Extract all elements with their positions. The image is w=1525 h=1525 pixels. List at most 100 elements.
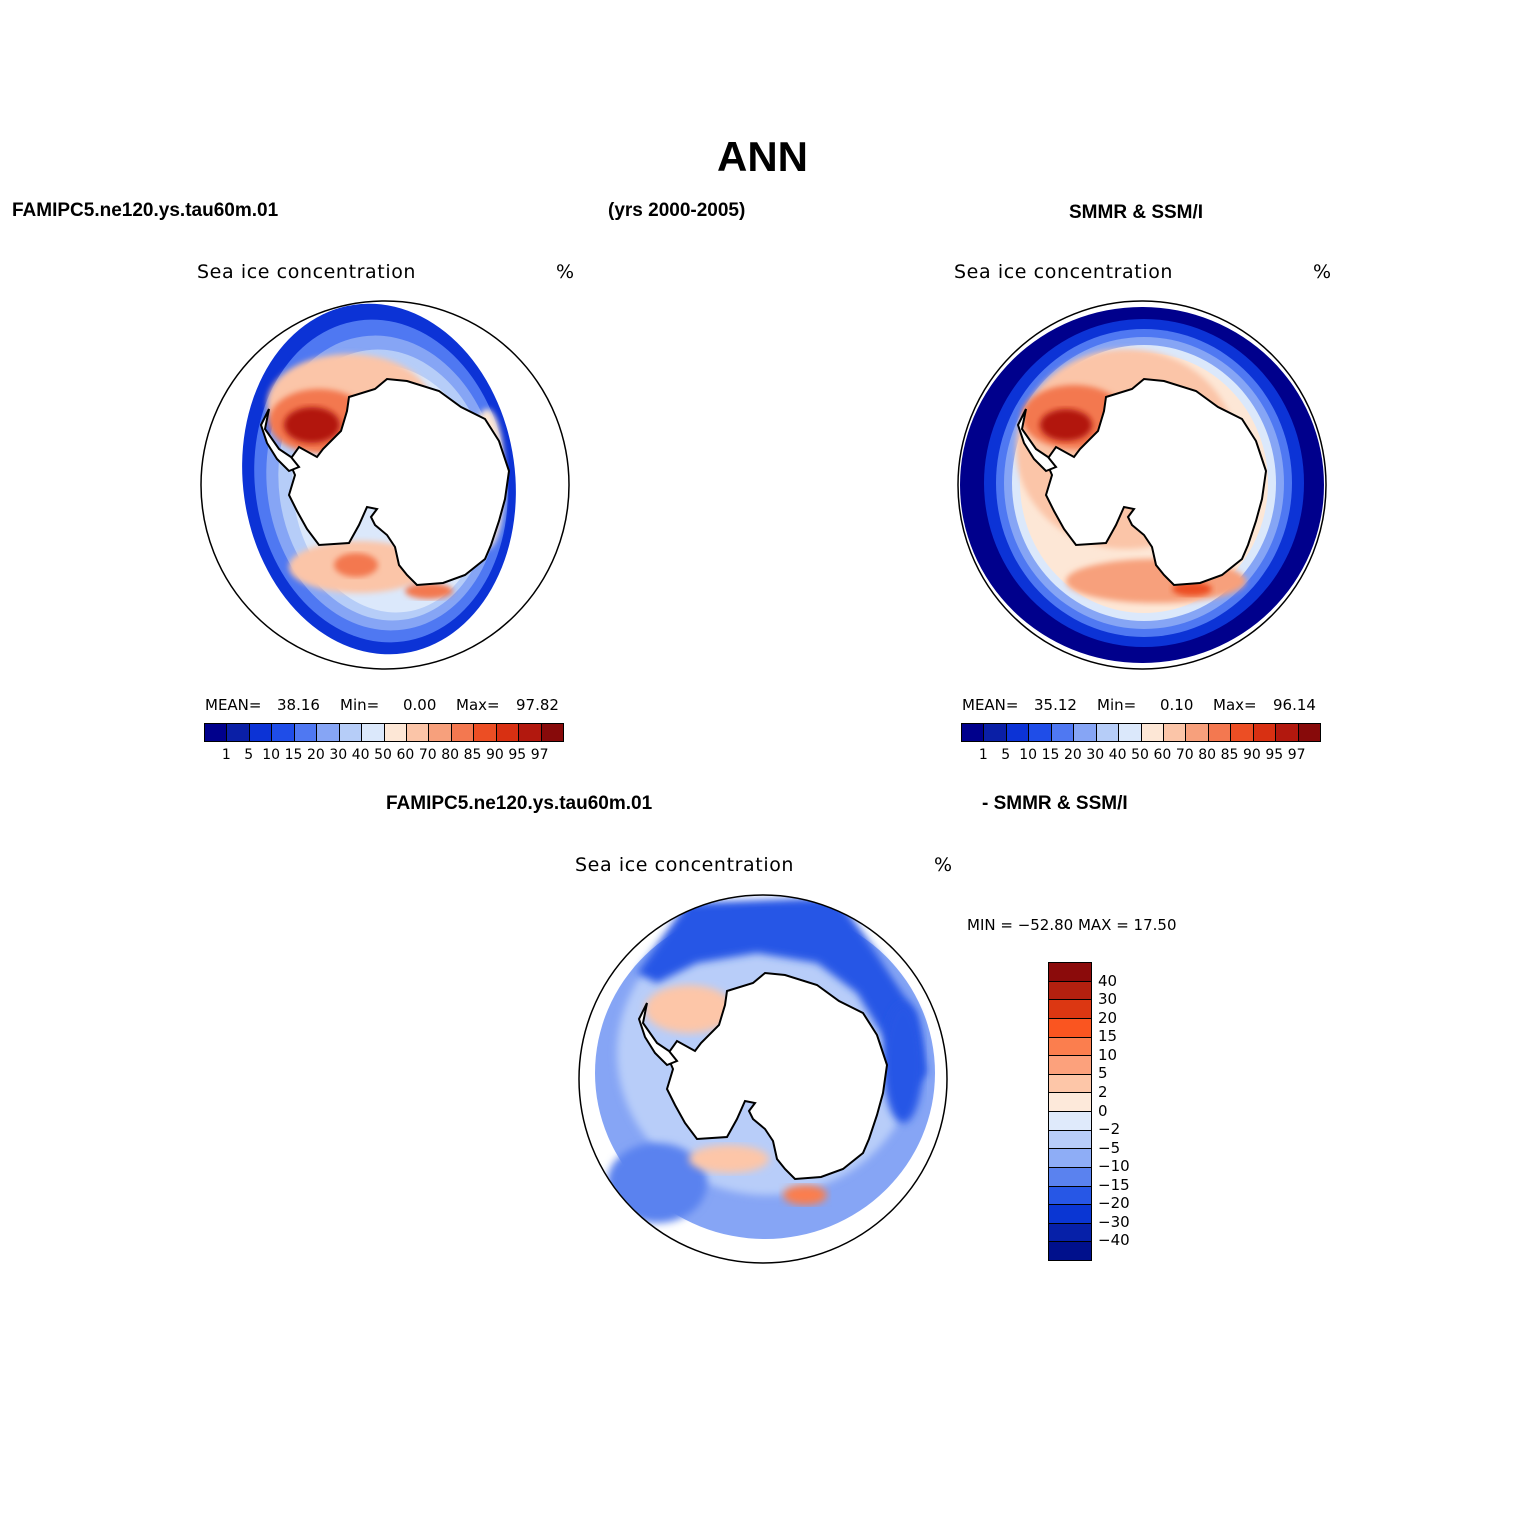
antarctic-peninsula xyxy=(259,408,301,473)
colorbar-tick-label: 95 xyxy=(1265,747,1284,763)
ross-max xyxy=(334,553,378,577)
model-mean-label: MEAN= xyxy=(205,696,262,714)
diff-negative-east xyxy=(883,1003,923,1123)
colorbar-tick-label: 50 xyxy=(374,747,392,763)
colorbar-swatch xyxy=(474,724,497,741)
panel-model-title: Sea ice concentration xyxy=(197,261,417,283)
colorbar-swatch xyxy=(1049,1167,1091,1187)
diff-negative-north xyxy=(637,897,927,1093)
colorbar-tick-label: 85 xyxy=(463,747,482,763)
colorbar-tick-label: 90 xyxy=(1242,747,1261,763)
colorbar-tick-label: 30 xyxy=(1098,990,1118,1009)
colorbar-tick-label: 40 xyxy=(351,747,370,763)
colorbar-swatch xyxy=(1276,724,1299,741)
colorbar-swatch xyxy=(541,724,563,741)
colorbar-swatch xyxy=(227,724,250,741)
antarctic-peninsula xyxy=(637,1002,679,1067)
colorbar-tick-label: 20 xyxy=(1098,1008,1118,1027)
obs-max-value: 96.14 xyxy=(1273,696,1316,714)
colorbar-swatch xyxy=(1049,1000,1091,1019)
colorbar-tick-label: 30 xyxy=(1086,747,1105,763)
model-max-value: 97.82 xyxy=(516,696,559,714)
colorbar-tick-label: 5 xyxy=(244,747,254,763)
model-sea-ice-map xyxy=(200,300,570,670)
colorbar-swatch xyxy=(1049,1242,1091,1260)
obs-min-label: Min= xyxy=(1097,696,1137,714)
colorbar-swatch xyxy=(249,724,273,741)
obs-sea-ice-map xyxy=(957,300,1327,670)
colorbar-tick-label: 90 xyxy=(485,747,504,763)
colorbar-swatch xyxy=(1049,1093,1091,1112)
map-boundary xyxy=(957,300,1327,670)
colorbar-swatch xyxy=(272,724,295,741)
colorbar-swatch xyxy=(1006,724,1030,741)
colorbar-tick-label: 2 xyxy=(1098,1082,1108,1101)
colorbar-swatch xyxy=(962,724,985,741)
colorbar-swatch xyxy=(429,724,452,741)
diff-header-model: FAMIPC5.ne120.ys.tau60m.01 xyxy=(386,793,653,814)
colorbar-tick-label: 70 xyxy=(1175,747,1194,763)
weddell-max xyxy=(284,407,340,443)
colorbar-tick-label: −40 xyxy=(1098,1231,1130,1250)
colorbar-tick-label: 85 xyxy=(1220,747,1239,763)
colorbar-swatch xyxy=(984,724,1007,741)
colorbar-tick-label: 5 xyxy=(1001,747,1011,763)
obs-mean-value: 35.12 xyxy=(1034,696,1077,714)
colorbar-tick-label: 40 xyxy=(1108,747,1127,763)
colorbar-swatch xyxy=(1163,724,1187,741)
colorbar-swatch xyxy=(1049,1223,1091,1243)
map-boundary xyxy=(578,894,948,1264)
diff-positive-weddell xyxy=(645,985,733,1033)
colorbar-tick-label: −15 xyxy=(1098,1175,1130,1194)
colorbar-tick-label: 60 xyxy=(396,747,415,763)
colorbar-tick-label: 15 xyxy=(1041,747,1060,763)
colorbar-tick-label: 40 xyxy=(1098,971,1118,990)
colorbar-swatch xyxy=(362,724,385,741)
colorbar-swatch xyxy=(1208,724,1232,741)
header-obs-name: SMMR & SSM/I xyxy=(1069,202,1204,223)
colorbar-tick-label: 10 xyxy=(1019,747,1038,763)
colorbar-swatch xyxy=(1231,724,1254,741)
panel-diff-units: % xyxy=(934,854,953,876)
colorbar-tick-label: −30 xyxy=(1098,1212,1130,1231)
colorbar-swatch xyxy=(1049,1074,1091,1094)
colorbar-swatch xyxy=(294,724,318,741)
diff-min-max: MIN = −52.80 MAX = 17.50 xyxy=(967,916,1177,934)
diff-sea-ice-map xyxy=(578,894,948,1264)
colorbar-swatch xyxy=(317,724,340,741)
panel-obs-units: % xyxy=(1313,261,1332,283)
model-mean-value: 38.16 xyxy=(277,696,320,714)
colorbar-tick-label: 95 xyxy=(508,747,527,763)
antarctic-peninsula xyxy=(1016,408,1058,473)
map-boundary xyxy=(200,300,570,670)
colorbar-swatch xyxy=(1029,724,1052,741)
colorbar-swatch xyxy=(1049,1186,1091,1206)
colorbar-swatch xyxy=(1049,1018,1091,1038)
header-model-case: FAMIPC5.ne120.ys.tau60m.01 xyxy=(12,200,279,221)
colorbar-swatch xyxy=(205,724,228,741)
colorbar-swatch xyxy=(1049,981,1091,1001)
colorbar-swatch xyxy=(1049,963,1091,982)
colorbar-swatch xyxy=(519,724,542,741)
diff-negative-southwest xyxy=(607,1143,707,1223)
colorbar-swatch xyxy=(1074,724,1097,741)
diff-header-obs: - SMMR & SSM/I xyxy=(982,793,1128,814)
colorbar-swatch xyxy=(496,724,520,741)
model-min-value: 0.00 xyxy=(403,696,437,714)
obs-max-label: Max= xyxy=(1213,696,1257,714)
colorbar-swatch xyxy=(1049,1205,1091,1224)
ross-max xyxy=(1172,582,1212,596)
colorbar-tick-label: 15 xyxy=(1098,1027,1118,1046)
colorbar-swatch xyxy=(1119,724,1142,741)
obs-mean-label: MEAN= xyxy=(962,696,1019,714)
colorbar-swatch xyxy=(1096,724,1120,741)
colorbar-swatch xyxy=(1253,724,1277,741)
weddell-max xyxy=(1040,409,1092,441)
colorbar-tick-label: 60 xyxy=(1153,747,1172,763)
colorbar-tick-label: 50 xyxy=(1131,747,1149,763)
colorbar-tick-label: 80 xyxy=(1198,747,1217,763)
colorbar-swatch xyxy=(384,724,407,741)
colorbar-tick-label: 20 xyxy=(306,747,325,763)
colorbar-tick-label: 97 xyxy=(1287,747,1306,763)
colorbar-swatch xyxy=(1141,724,1164,741)
